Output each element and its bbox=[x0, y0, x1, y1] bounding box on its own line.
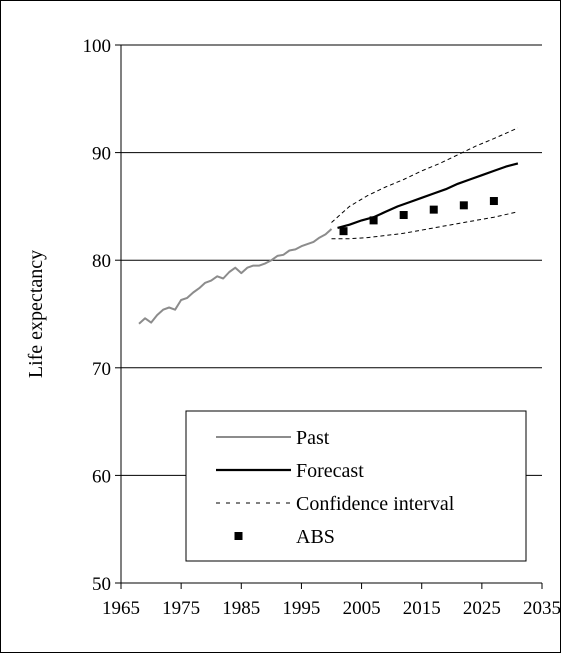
legend-label-past: Past bbox=[296, 427, 330, 449]
legend-swatch-abs bbox=[234, 532, 243, 540]
x-tick-label-1965: 1965 bbox=[102, 598, 140, 619]
x-tick-label-1985: 1985 bbox=[222, 598, 260, 619]
y-tick-label-100: 100 bbox=[83, 36, 112, 57]
y-axis-ticks: 50 60 70 80 90 100 bbox=[83, 36, 121, 595]
y-tick-label-60: 60 bbox=[92, 466, 111, 487]
abs-marker-2022 bbox=[459, 201, 468, 210]
axes bbox=[120, 45, 542, 584]
x-tick-label-2005: 2005 bbox=[343, 598, 381, 619]
x-tick-label-2015: 2015 bbox=[403, 598, 441, 619]
abs-marker-2027 bbox=[489, 197, 498, 206]
abs-marker-2017 bbox=[429, 205, 438, 214]
x-tick-label-1995: 1995 bbox=[282, 598, 320, 619]
x-tick-label-2025: 2025 bbox=[463, 598, 501, 619]
y-tick-label-80: 80 bbox=[92, 251, 111, 272]
x-tick-label-1975: 1975 bbox=[162, 598, 200, 619]
confidence-upper-line bbox=[331, 127, 519, 223]
y-axis-label: Life expectancy bbox=[25, 250, 47, 378]
abs-marker-2002 bbox=[339, 227, 348, 236]
y-tick-label-70: 70 bbox=[92, 359, 111, 380]
confidence-lower-line bbox=[331, 211, 519, 240]
legend: Past Forecast Confidence interval ABS bbox=[185, 410, 527, 562]
y-tick-label-90: 90 bbox=[92, 144, 111, 165]
y-tick-label-50: 50 bbox=[92, 574, 111, 595]
series-forecast-line bbox=[337, 162, 519, 229]
series-past-line bbox=[138, 228, 333, 325]
legend-label-abs: ABS bbox=[296, 526, 335, 548]
abs-marker-2012 bbox=[399, 211, 408, 220]
x-tick-label-2035: 2035 bbox=[523, 598, 560, 619]
legend-label-confidence-interval: Confidence interval bbox=[296, 493, 455, 515]
legend-label-forecast: Forecast bbox=[296, 460, 364, 482]
x-axis-ticks: 1965 1975 1985 1995 2005 2015 2025 2035 bbox=[102, 583, 561, 619]
abs-marker-2007 bbox=[369, 216, 378, 225]
series-layer bbox=[138, 127, 519, 325]
